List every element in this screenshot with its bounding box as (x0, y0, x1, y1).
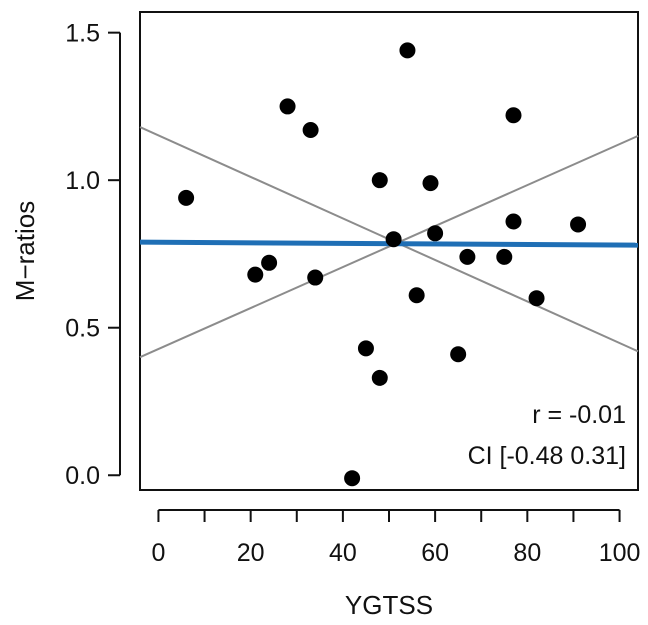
data-point (399, 42, 416, 59)
data-point (371, 369, 388, 386)
x-tick-label: 100 (599, 539, 641, 567)
x-tick-label: 0 (151, 539, 165, 567)
data-point (357, 340, 374, 357)
data-point (496, 248, 513, 265)
data-point (505, 107, 522, 124)
data-point (422, 175, 439, 192)
data-point (279, 98, 296, 115)
data-point (459, 248, 476, 265)
y-axis-title: M−ratios (10, 201, 40, 301)
plot-frame (139, 11, 639, 491)
y-tick-label: 0.5 (65, 315, 100, 343)
y-axis: 0.0 0.5 1.0 1.5 (65, 20, 121, 490)
y-tick-label: 0.0 (65, 462, 100, 490)
data-point (385, 231, 402, 248)
data-point (505, 213, 522, 230)
data-point (178, 189, 195, 206)
data-point (570, 216, 587, 233)
ci-annotation: CI [-0.48 0.31] (468, 442, 626, 470)
data-point (261, 254, 278, 271)
data-point (302, 122, 319, 139)
x-tick-label: 60 (421, 539, 449, 567)
data-point (344, 470, 361, 487)
data-points (178, 42, 587, 487)
x-axis: 0 20 40 60 80 100 (151, 509, 641, 567)
data-point (408, 287, 425, 304)
data-point (371, 172, 388, 189)
y-tick-label: 1.0 (65, 167, 100, 195)
data-point (427, 225, 444, 242)
x-tick-label: 40 (329, 539, 357, 567)
data-point (450, 346, 467, 363)
x-tick-label: 20 (237, 539, 265, 567)
x-tick-label: 80 (513, 539, 541, 567)
ci-line-2 (139, 135, 639, 359)
data-point (528, 290, 545, 307)
data-point (247, 266, 264, 283)
y-tick-label: 1.5 (65, 20, 100, 48)
data-point (307, 269, 324, 286)
correlation-annotation: r = -0.01 (532, 401, 626, 429)
x-axis-title: YGTSS (345, 590, 433, 620)
